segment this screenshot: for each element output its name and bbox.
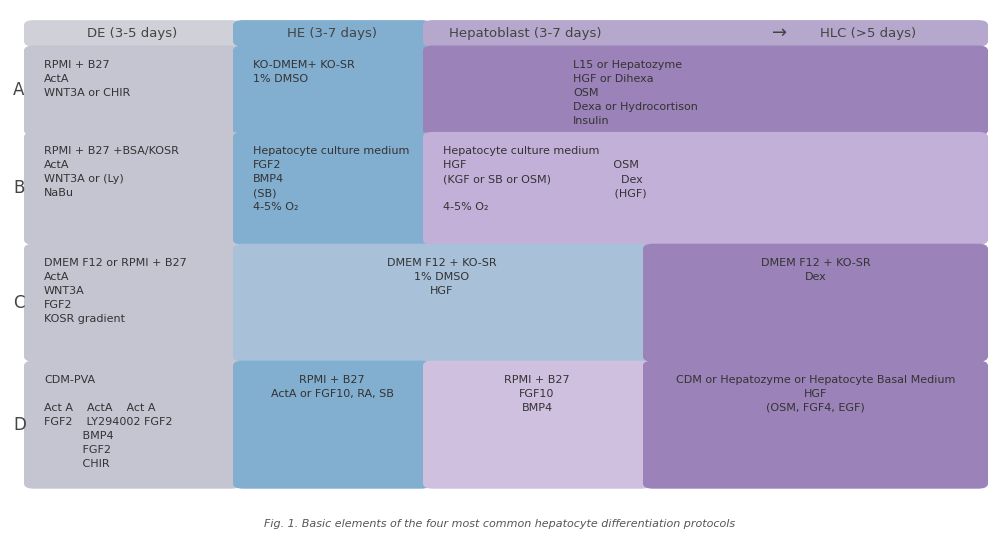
Text: RPMI + B27 +BSA/KOSR
ActA
WNT3A or (Ly)
NaBu: RPMI + B27 +BSA/KOSR ActA WNT3A or (Ly) …	[44, 146, 179, 198]
Text: DMEM F12 + KO-SR
1% DMSO
HGF: DMEM F12 + KO-SR 1% DMSO HGF	[387, 258, 497, 296]
FancyBboxPatch shape	[643, 244, 988, 362]
Text: L15 or Hepatozyme
HGF or Dihexa
OSM
Dexa or Hydrocortison
Insulin: L15 or Hepatozyme HGF or Dihexa OSM Dexa…	[573, 60, 698, 126]
FancyBboxPatch shape	[233, 361, 431, 488]
Text: B: B	[13, 179, 24, 197]
Text: CDM-PVA

Act A    ActA    Act A
FGF2    LY294002 FGF2
           BMP4
          : CDM-PVA Act A ActA Act A FGF2 LY294002 F…	[44, 375, 173, 469]
FancyBboxPatch shape	[233, 244, 651, 362]
Text: KO-DMEM+ KO-SR
1% DMSO: KO-DMEM+ KO-SR 1% DMSO	[253, 60, 355, 84]
Text: HE (3-7 days): HE (3-7 days)	[287, 27, 377, 40]
Text: D: D	[13, 416, 26, 434]
FancyBboxPatch shape	[423, 132, 988, 244]
Text: A: A	[13, 81, 24, 100]
Text: Hepatocyte culture medium
FGF2
BMP4
(SB)
4-5% O₂: Hepatocyte culture medium FGF2 BMP4 (SB)…	[253, 146, 409, 212]
FancyBboxPatch shape	[24, 244, 241, 362]
FancyBboxPatch shape	[233, 132, 431, 244]
FancyBboxPatch shape	[233, 20, 431, 47]
Text: CDM or Hepatozyme or Hepatocyte Basal Medium
HGF
(OSM, FGF4, EGF): CDM or Hepatozyme or Hepatocyte Basal Me…	[676, 375, 955, 413]
FancyBboxPatch shape	[24, 132, 241, 244]
FancyBboxPatch shape	[423, 20, 988, 47]
FancyBboxPatch shape	[643, 361, 988, 488]
FancyBboxPatch shape	[24, 20, 241, 47]
FancyBboxPatch shape	[24, 361, 241, 488]
Text: DE (3-5 days): DE (3-5 days)	[87, 27, 178, 40]
Text: Hepatoblast (3-7 days): Hepatoblast (3-7 days)	[449, 27, 602, 40]
FancyBboxPatch shape	[423, 361, 651, 488]
Text: Fig. 1. Basic elements of the four most common hepatocyte differentiation protoc: Fig. 1. Basic elements of the four most …	[264, 518, 736, 529]
Text: C: C	[13, 294, 24, 312]
Text: RPMI + B27
FGF10
BMP4: RPMI + B27 FGF10 BMP4	[504, 375, 570, 413]
Text: RPMI + B27
ActA
WNT3A or CHIR: RPMI + B27 ActA WNT3A or CHIR	[44, 60, 130, 98]
Text: Hepatocyte culture medium
HGF                                          OSM
(KGF : Hepatocyte culture medium HGF OSM (KGF	[443, 146, 647, 212]
Text: RPMI + B27
ActA or FGF10, RA, SB: RPMI + B27 ActA or FGF10, RA, SB	[271, 375, 393, 399]
FancyBboxPatch shape	[423, 45, 988, 135]
Text: DMEM F12 or RPMI + B27
ActA
WNT3A
FGF2
KOSR gradient: DMEM F12 or RPMI + B27 ActA WNT3A FGF2 K…	[44, 258, 187, 324]
FancyBboxPatch shape	[24, 45, 241, 135]
Text: →: →	[772, 24, 788, 42]
Text: DMEM F12 + KO-SR
Dex: DMEM F12 + KO-SR Dex	[761, 258, 870, 282]
Text: HLC (>5 days): HLC (>5 days)	[820, 27, 916, 40]
FancyBboxPatch shape	[233, 45, 431, 135]
